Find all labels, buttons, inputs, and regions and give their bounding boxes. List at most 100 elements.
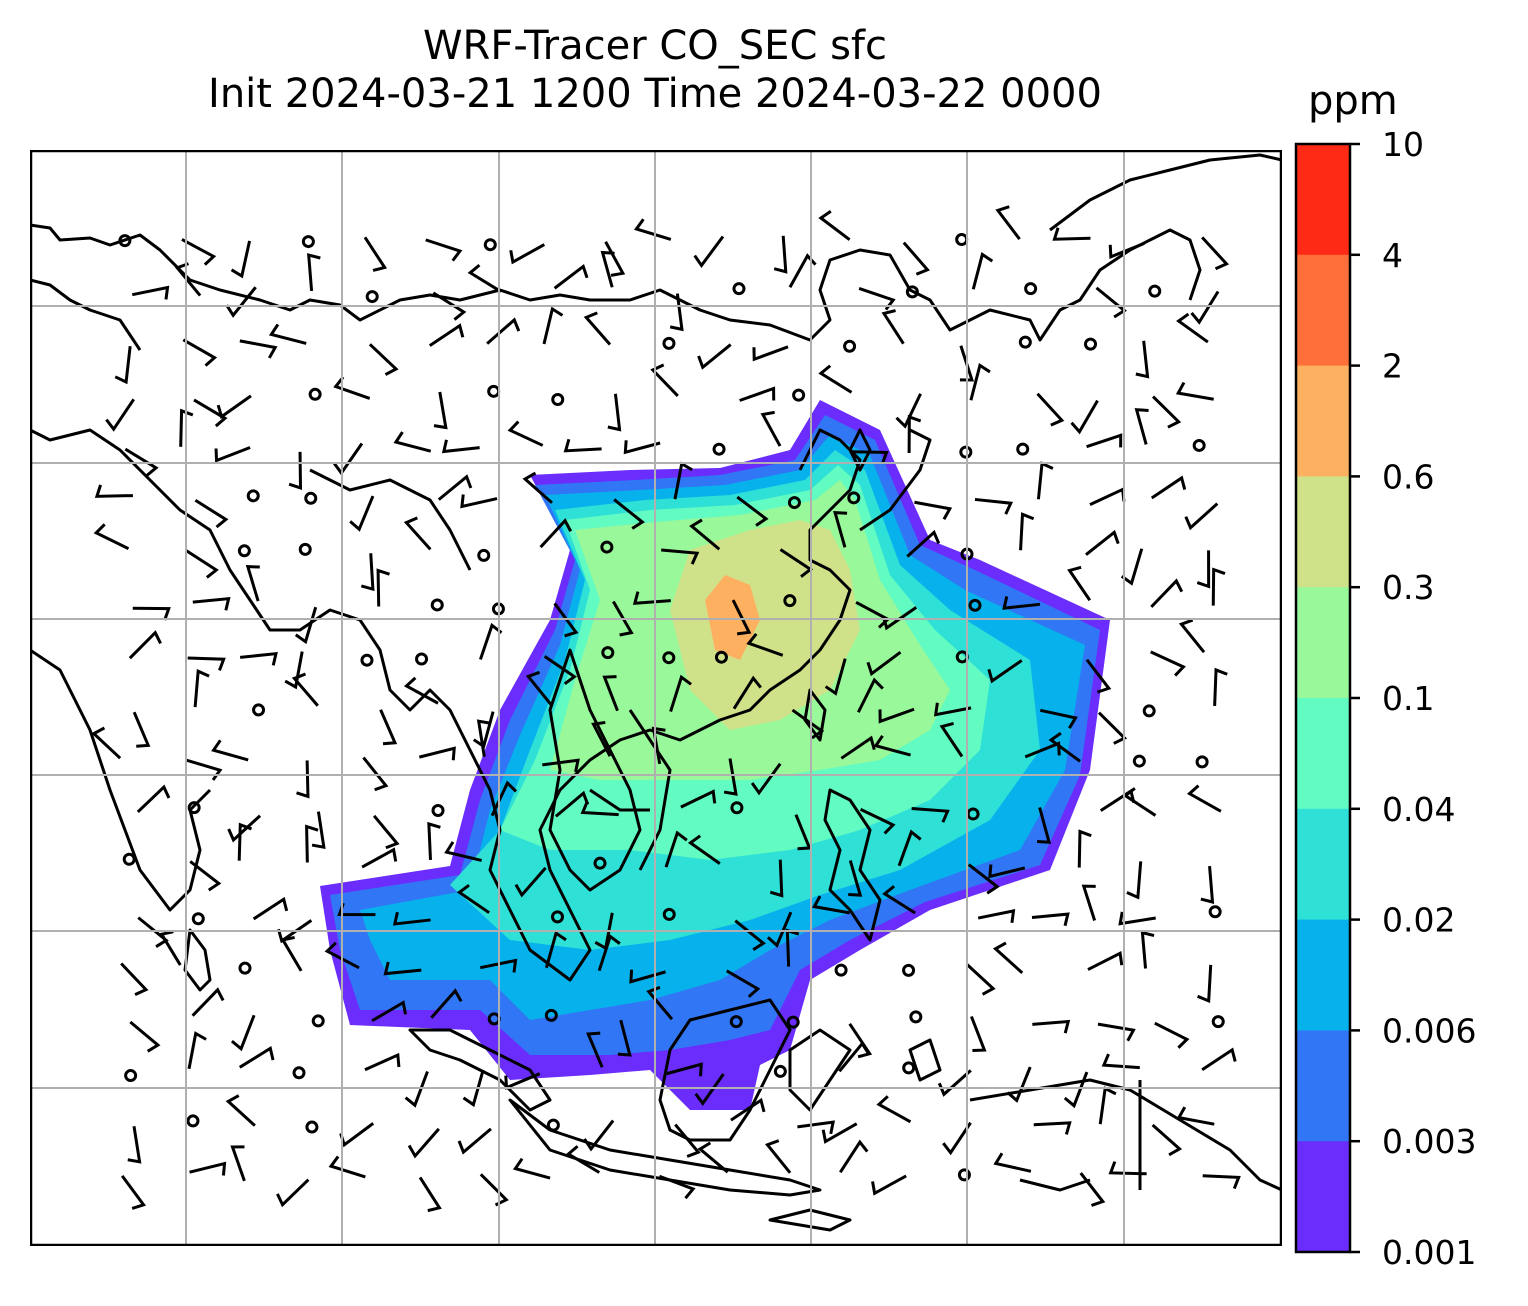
wind-barb — [1175, 381, 1214, 401]
wind-barb — [1151, 395, 1182, 429]
wind-barb — [403, 676, 439, 705]
wind-barb — [376, 568, 390, 607]
wind-barb — [131, 285, 170, 300]
calm-wind-marker — [714, 650, 728, 664]
wind-barb — [818, 364, 853, 394]
wind-barb — [238, 1045, 275, 1069]
calm-wind-marker — [237, 544, 251, 558]
wind-barb — [680, 789, 717, 809]
wind-barb — [694, 1073, 725, 1106]
wind-barb — [650, 363, 679, 397]
wind-barb — [403, 516, 432, 551]
wind-barb — [553, 263, 589, 290]
wind-barb — [522, 471, 554, 504]
calm-wind-marker — [730, 801, 744, 815]
wind-barb — [633, 218, 672, 241]
wind-barb — [129, 1020, 161, 1053]
calm-wind-marker — [191, 912, 205, 926]
wind-barb — [1134, 408, 1149, 445]
wind-barb — [456, 883, 490, 914]
wind-barb — [906, 529, 941, 558]
wind-barb — [1019, 512, 1035, 551]
wind-barb — [882, 885, 916, 915]
calm-wind-marker — [304, 491, 318, 505]
wind-barb — [1101, 1053, 1140, 1070]
colorbar-tick-label: 0.006 — [1382, 1011, 1476, 1050]
wind-barb — [239, 651, 278, 666]
wind-barb — [542, 306, 564, 345]
calm-wind-marker — [787, 496, 801, 510]
wind-barb — [895, 393, 922, 429]
wind-barb — [1213, 667, 1228, 706]
wind-barb — [1211, 567, 1226, 606]
wind-barb — [1184, 502, 1219, 531]
title-line-1: WRF-Tracer CO_SEC sfc — [422, 23, 888, 69]
calm-wind-marker — [1084, 337, 1098, 351]
wind-barb — [507, 420, 544, 447]
colorbar-tick-label: 0.04 — [1382, 790, 1455, 829]
wind-barb — [441, 439, 480, 454]
wind-barb — [460, 494, 498, 509]
wind-barb — [1079, 1172, 1106, 1207]
calm-wind-marker — [301, 235, 315, 249]
calm-wind-marker — [431, 803, 445, 817]
calm-wind-marker — [834, 963, 848, 977]
map-plot — [30, 150, 1282, 1246]
wind-barb — [1002, 596, 1041, 610]
wind-barb — [1197, 964, 1213, 1004]
wind-barb — [993, 1152, 1032, 1173]
wind-barb — [1086, 433, 1123, 449]
wind-barb — [725, 969, 761, 998]
wind-barb — [583, 1119, 615, 1152]
wind-barb — [902, 241, 930, 276]
wind-barb — [734, 919, 766, 951]
wind-barb — [881, 309, 905, 345]
calm-wind-marker — [600, 540, 614, 554]
colorbar-segment — [1296, 365, 1350, 477]
wind-barb — [1037, 807, 1052, 844]
calm-wind-marker — [477, 548, 491, 562]
wind-barb — [124, 447, 159, 477]
calm-wind-marker — [430, 598, 444, 612]
wind-barb — [730, 1097, 766, 1122]
wind-barb — [697, 1141, 729, 1174]
wind-barb — [971, 252, 994, 290]
wind-barb — [995, 205, 1021, 241]
calm-wind-marker — [601, 646, 615, 660]
wind-barb — [669, 674, 692, 713]
calm-wind-marker — [773, 1064, 787, 1078]
wind-barb — [791, 708, 825, 740]
wind-barb — [1097, 1022, 1136, 1042]
wind-barb — [1108, 1161, 1147, 1176]
wind-barb — [94, 484, 133, 498]
wind-barb — [612, 600, 634, 637]
wind-barb — [128, 630, 162, 660]
wind-barb — [731, 599, 752, 636]
wind-barb — [933, 702, 972, 717]
wind-barb — [563, 438, 602, 453]
wind-barb — [296, 760, 310, 799]
colorbar-segment — [1296, 1030, 1350, 1142]
wind-barb — [182, 338, 218, 367]
wind-barb — [752, 345, 789, 362]
wind-barb — [324, 941, 360, 970]
wind-barb — [666, 1062, 703, 1077]
wind-barb — [467, 263, 502, 293]
wind-barb — [565, 1145, 601, 1174]
wind-barb — [525, 670, 553, 706]
wind-barb — [407, 1127, 440, 1159]
calm-wind-marker — [712, 442, 726, 456]
wind-barb — [1196, 550, 1211, 589]
colorbar-tick-label: 0.1 — [1382, 679, 1434, 718]
calm-wind-marker — [1211, 1015, 1225, 1029]
wind-barb — [1024, 741, 1061, 759]
wind-barb — [974, 497, 1014, 515]
colorbar-segment — [1296, 1141, 1350, 1253]
tracer-layer-6 — [670, 520, 860, 730]
wind-barb — [769, 859, 784, 898]
calm-wind-marker — [238, 961, 252, 975]
wind-barb — [942, 1121, 972, 1156]
wind-barb — [364, 1052, 401, 1072]
colorbar-tick-label: 0.02 — [1382, 901, 1455, 940]
wind-barb — [476, 719, 491, 758]
